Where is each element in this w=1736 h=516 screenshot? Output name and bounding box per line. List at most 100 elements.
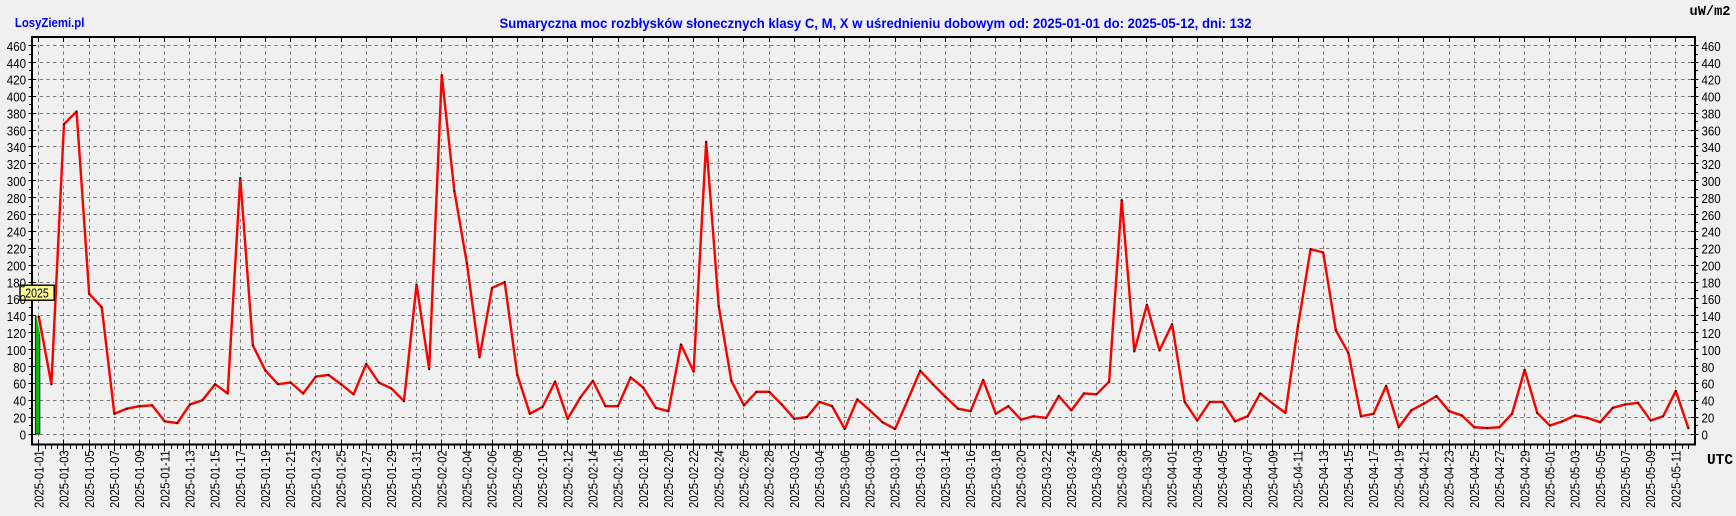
svg-text:120: 120 [7, 326, 26, 341]
svg-text:20: 20 [1702, 410, 1715, 425]
svg-text:300: 300 [7, 174, 26, 189]
svg-text:2025-01-15: 2025-01-15 [209, 450, 223, 508]
svg-text:100: 100 [7, 343, 26, 358]
svg-text:2025-01-31: 2025-01-31 [410, 450, 424, 508]
svg-text:2025-01-29: 2025-01-29 [385, 450, 399, 508]
svg-text:2025-03-08: 2025-03-08 [863, 450, 877, 508]
svg-text:360: 360 [1702, 123, 1721, 138]
svg-text:40: 40 [13, 394, 26, 409]
svg-text:2025-01-17: 2025-01-17 [234, 450, 248, 508]
svg-text:80: 80 [1702, 360, 1715, 375]
svg-text:220: 220 [1702, 242, 1721, 257]
svg-text:Sumaryczna moc rozbłysków słon: Sumaryczna moc rozbłysków słonecznych kl… [500, 16, 1252, 31]
svg-text:2025-04-25: 2025-04-25 [1468, 450, 1482, 508]
svg-text:420: 420 [7, 73, 26, 88]
svg-text:2025-01-03: 2025-01-03 [58, 450, 72, 508]
svg-text:2025-01-01: 2025-01-01 [32, 450, 46, 508]
svg-text:2025-01-21: 2025-01-21 [284, 450, 298, 508]
svg-text:2025-03-22: 2025-03-22 [1040, 450, 1054, 508]
svg-text:2025-01-13: 2025-01-13 [184, 450, 198, 508]
svg-text:2025-05-07: 2025-05-07 [1619, 450, 1633, 508]
svg-text:460: 460 [7, 39, 26, 54]
svg-text:2025-01-25: 2025-01-25 [335, 450, 349, 508]
svg-text:2025-01-09: 2025-01-09 [133, 450, 147, 508]
svg-text:2025-04-05: 2025-04-05 [1216, 450, 1230, 508]
svg-text:2025-04-19: 2025-04-19 [1392, 450, 1406, 508]
svg-text:380: 380 [7, 107, 26, 122]
svg-text:20: 20 [13, 410, 26, 425]
svg-text:2025-01-19: 2025-01-19 [259, 450, 273, 508]
svg-text:2025-05-01: 2025-05-01 [1543, 450, 1557, 508]
svg-text:2025-03-10: 2025-03-10 [889, 450, 903, 508]
svg-text:240: 240 [7, 225, 26, 240]
svg-text:300: 300 [1702, 174, 1721, 189]
svg-text:2025-04-11: 2025-04-11 [1292, 450, 1306, 508]
svg-text:180: 180 [7, 275, 26, 290]
svg-text:2025-02-20: 2025-02-20 [662, 450, 676, 508]
svg-text:320: 320 [1702, 157, 1721, 172]
svg-text:120: 120 [1702, 326, 1721, 341]
svg-text:2025-03-06: 2025-03-06 [838, 450, 852, 508]
svg-text:2025-03-28: 2025-03-28 [1115, 450, 1129, 508]
svg-text:2025-01-11: 2025-01-11 [158, 450, 172, 508]
svg-text:2025-04-17: 2025-04-17 [1367, 450, 1381, 508]
svg-text:200: 200 [7, 258, 26, 273]
svg-text:LosyZiemi.pl: LosyZiemi.pl [15, 15, 85, 30]
svg-text:2025-02-04: 2025-02-04 [461, 450, 475, 508]
svg-text:2025-04-15: 2025-04-15 [1342, 450, 1356, 508]
svg-text:60: 60 [13, 377, 26, 392]
svg-text:2025-04-21: 2025-04-21 [1418, 450, 1432, 508]
svg-text:2025: 2025 [25, 287, 49, 301]
svg-text:160: 160 [1702, 292, 1721, 307]
svg-text:220: 220 [7, 242, 26, 257]
svg-text:2025-03-02: 2025-03-02 [788, 450, 802, 508]
svg-text:2025-04-09: 2025-04-09 [1266, 450, 1280, 508]
svg-text:2025-03-20: 2025-03-20 [1015, 450, 1029, 508]
svg-text:0: 0 [1702, 427, 1708, 442]
svg-text:2025-04-23: 2025-04-23 [1443, 450, 1457, 508]
svg-text:200: 200 [1702, 258, 1721, 273]
svg-text:60: 60 [1702, 377, 1715, 392]
svg-text:440: 440 [7, 56, 26, 71]
svg-text:2025-02-08: 2025-02-08 [511, 450, 525, 508]
svg-text:340: 340 [7, 140, 26, 155]
svg-text:260: 260 [1702, 208, 1721, 223]
svg-text:180: 180 [1702, 275, 1721, 290]
svg-text:2025-04-27: 2025-04-27 [1493, 450, 1507, 508]
svg-text:2025-01-23: 2025-01-23 [309, 450, 323, 508]
svg-text:40: 40 [1702, 394, 1715, 409]
svg-text:2025-01-05: 2025-01-05 [83, 450, 97, 508]
svg-text:2025-05-11: 2025-05-11 [1669, 450, 1683, 508]
svg-text:uW/m2: uW/m2 [1690, 4, 1731, 20]
svg-text:2025-02-28: 2025-02-28 [763, 450, 777, 508]
svg-text:2025-03-18: 2025-03-18 [989, 450, 1003, 508]
svg-text:460: 460 [1702, 39, 1721, 54]
svg-text:2025-02-12: 2025-02-12 [561, 450, 575, 508]
svg-text:2025-03-14: 2025-03-14 [939, 450, 953, 508]
svg-text:2025-02-26: 2025-02-26 [738, 450, 752, 508]
svg-text:100: 100 [1702, 343, 1721, 358]
svg-text:2025-02-02: 2025-02-02 [435, 450, 449, 508]
svg-text:2025-04-01: 2025-04-01 [1166, 450, 1180, 508]
svg-text:140: 140 [7, 309, 26, 324]
svg-text:UTC: UTC [1707, 453, 1733, 469]
svg-text:2025-01-27: 2025-01-27 [360, 450, 374, 508]
svg-text:140: 140 [1702, 309, 1721, 324]
svg-text:2025-02-18: 2025-02-18 [637, 450, 651, 508]
svg-text:280: 280 [7, 191, 26, 206]
svg-text:340: 340 [1702, 140, 1721, 155]
svg-text:240: 240 [1702, 225, 1721, 240]
svg-text:2025-03-30: 2025-03-30 [1141, 450, 1155, 508]
svg-text:260: 260 [7, 208, 26, 223]
svg-text:80: 80 [13, 360, 26, 375]
svg-text:2025-03-12: 2025-03-12 [914, 450, 928, 508]
svg-text:380: 380 [1702, 107, 1721, 122]
svg-text:2025-05-09: 2025-05-09 [1644, 450, 1658, 508]
svg-text:2025-03-04: 2025-03-04 [813, 450, 827, 508]
svg-text:400: 400 [7, 90, 26, 105]
svg-text:400: 400 [1702, 90, 1721, 105]
svg-text:2025-05-03: 2025-05-03 [1569, 450, 1583, 508]
svg-text:280: 280 [1702, 191, 1721, 206]
svg-text:360: 360 [7, 123, 26, 138]
svg-text:2025-05-05: 2025-05-05 [1594, 450, 1608, 508]
